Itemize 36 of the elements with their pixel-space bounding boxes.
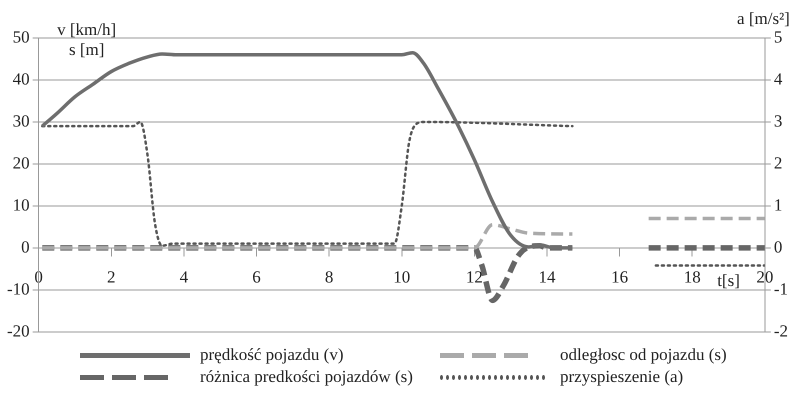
x-tick-label: 14 <box>538 268 556 287</box>
legend-label: przyspieszenie (a) <box>560 367 684 387</box>
y-tick-label: 0 <box>21 237 30 256</box>
y2-tick-label: 1 <box>774 195 782 214</box>
y2-tick-label: -1 <box>774 279 788 298</box>
y-tick-label: 30 <box>12 111 30 130</box>
y2-axis-title: a [m/s²] <box>737 9 790 28</box>
x-tick-label: 6 <box>252 268 261 287</box>
y2-tick-label: 2 <box>774 153 782 172</box>
x-axis-title: t[s] <box>717 270 740 290</box>
legend-label: różnica predkości pojazdów (s) <box>200 367 413 387</box>
x-tick-label: 8 <box>324 268 334 287</box>
y-tick-label: -20 <box>6 321 30 340</box>
y-tick-label: 20 <box>12 153 30 172</box>
y-tick-label: 40 <box>12 69 30 88</box>
x-tick-label: 18 <box>684 268 701 287</box>
x-tick-label: 16 <box>611 268 628 287</box>
y-axis-title: v [km/h] s [m] <box>57 20 116 59</box>
y2-tick-label: 0 <box>774 237 782 256</box>
y-tick-label: -10 <box>6 279 30 298</box>
y2-tick-label: 5 <box>774 27 782 46</box>
x-tick-label: 4 <box>180 268 189 287</box>
y-tick-label: 50 <box>12 27 30 46</box>
line-series <box>41 120 574 248</box>
x-tick-label: 12 <box>466 268 483 287</box>
x-tick-label: 0 <box>34 268 43 287</box>
legend-label: prędkość pojazdu (v) <box>200 345 344 365</box>
x-tick-label: 2 <box>107 268 116 287</box>
y2-tick-label: -2 <box>774 321 788 340</box>
y-tick-label: 10 <box>12 195 30 214</box>
y2-tick-label: 3 <box>774 111 782 130</box>
legend-label: odległosc od pojazdu (s) <box>560 345 727 365</box>
x-tick-label: 20 <box>756 268 774 287</box>
y2-tick-label: 4 <box>774 69 783 88</box>
line-series <box>40 223 574 250</box>
x-tick-label: 10 <box>393 268 410 287</box>
